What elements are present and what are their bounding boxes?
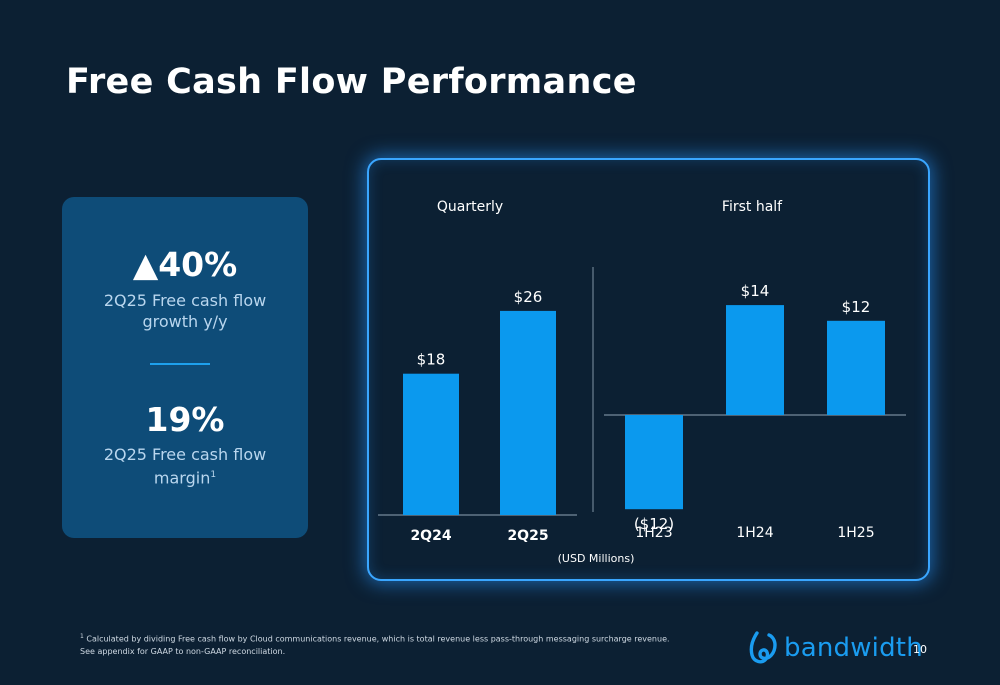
growth-kpi-label-line1: 2Q25 Free cash flow <box>103 291 267 310</box>
footnote-line1: 1 Calculated by dividing Free cash flow … <box>80 633 670 644</box>
margin-kpi-label-line1: 2Q25 Free cash flow <box>103 445 267 464</box>
margin-kpi-label-line2: margin1 <box>153 468 217 488</box>
brand-name: bandwidth <box>784 633 923 663</box>
bar-1h25 <box>827 320 885 415</box>
data-label-1h23: ($12) <box>634 515 674 533</box>
margin-footnote-marker: 1 <box>210 470 217 480</box>
first-half-chart-title: First half <box>722 199 783 215</box>
footnote: 1 Calculated by dividing Free cash flow … <box>80 631 670 658</box>
bandwidth-logo-icon <box>749 631 777 664</box>
brand-logo: bandwidth <box>748 628 923 668</box>
growth-kpi-label-line2: growth y/y <box>142 312 228 331</box>
kpi-divider <box>150 363 210 365</box>
kpi-panel: ▲40% 2Q25 Free cash flow growth y/y 19% … <box>62 197 308 538</box>
margin-kpi-value: 19% <box>145 400 225 439</box>
data-label-1h25: $12 <box>842 298 871 316</box>
bar-2q24 <box>403 373 459 515</box>
data-label-2q25: $26 <box>514 288 543 306</box>
category-label-2q25: 2Q25 <box>507 528 548 544</box>
bar-2q25 <box>500 310 556 515</box>
chart-units-label: (USD Millions) <box>558 552 635 565</box>
footnote-line2: See appendix for GAAP to non-GAAP reconc… <box>80 646 286 656</box>
category-label-1h25: 1H25 <box>837 525 874 541</box>
page-number: 10 <box>913 643 927 656</box>
category-label-1h23: 1H23 <box>635 525 672 541</box>
page-title: Free Cash Flow Performance <box>66 62 637 102</box>
data-label-2q24: $18 <box>417 351 446 369</box>
growth-kpi-value: ▲40% <box>132 245 238 284</box>
data-label-1h24: $14 <box>741 282 770 300</box>
quarterly-chart-title: Quarterly <box>437 199 503 215</box>
bar-1h23 <box>625 415 683 510</box>
category-label-2q24: 2Q24 <box>410 528 451 544</box>
category-label-1h24: 1H24 <box>736 525 773 541</box>
bar-1h24 <box>726 305 784 415</box>
